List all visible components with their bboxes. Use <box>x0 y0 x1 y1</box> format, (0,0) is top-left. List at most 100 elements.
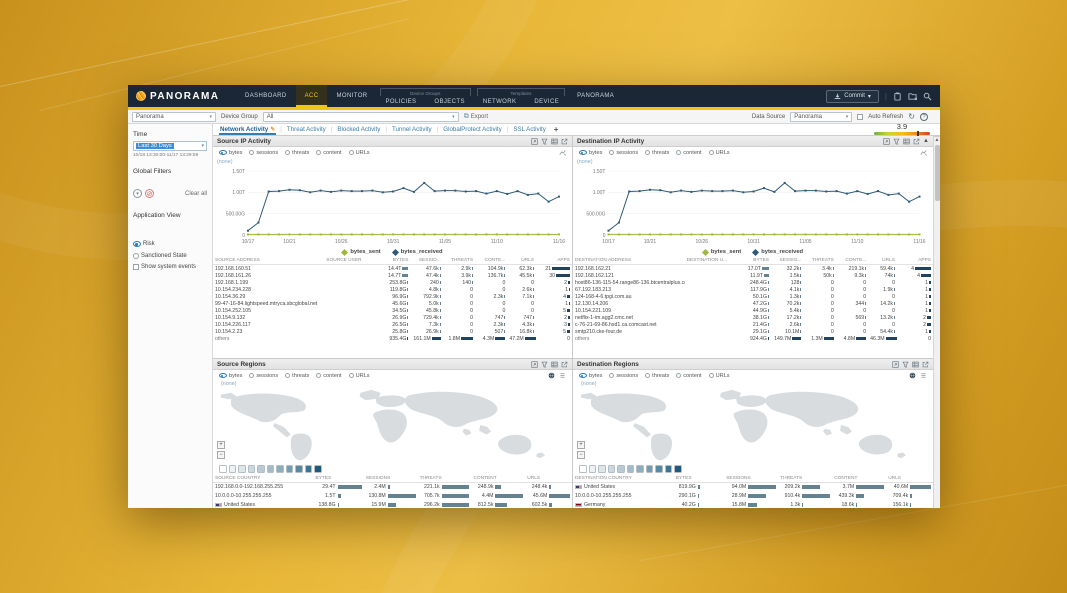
column-header-conte-[interactable]: CONTE... <box>835 257 869 265</box>
cell-address[interactable]: 192.168.161.26 <box>215 272 252 279</box>
context-select[interactable]: Panorama ▾ <box>132 111 216 122</box>
cell-address[interactable]: c-76-21-69-86.hsd1.ca.comcast.net <box>575 321 657 328</box>
list-view-icon[interactable] <box>559 372 566 379</box>
column-header-sessions[interactable]: SESSIONS <box>363 474 418 483</box>
cell-country[interactable]: United States <box>213 501 314 508</box>
chart-options-icon[interactable] <box>559 149 566 156</box>
metric-radio-threats[interactable]: threats <box>285 150 309 156</box>
column-header-destination-u-[interactable]: DESTINATION U... <box>684 257 732 265</box>
export-panel-icon[interactable] <box>913 138 920 145</box>
cell-country[interactable]: 10.0.0.0-10.255.255.255 <box>573 492 674 501</box>
column-header-apps[interactable]: APPS <box>896 257 933 265</box>
add-filter-icon[interactable]: ▾ <box>133 189 142 198</box>
cell-address[interactable]: others <box>575 335 590 342</box>
acc-tab-ssl-activity[interactable]: SSL Activity <box>512 124 546 135</box>
cell-address[interactable]: 10.154.234.228 <box>215 286 252 293</box>
cell-address[interactable]: host86-136-115-54.range86-136.btcentralp… <box>575 279 685 286</box>
table-view-icon[interactable] <box>551 138 558 145</box>
sanctioned-state-radio[interactable]: Sanctioned State <box>133 253 187 259</box>
metric-radio-threats[interactable]: threats <box>645 150 669 156</box>
metric-radio-bytes[interactable]: bytes <box>219 150 242 156</box>
zoom-out-button[interactable]: − <box>577 451 585 459</box>
risk-radio[interactable]: Risk <box>133 241 155 247</box>
metric-radio-sessions[interactable]: sessions <box>609 373 638 379</box>
nav-tab-acc[interactable]: ACC <box>295 85 328 107</box>
list-view-icon[interactable] <box>920 372 927 379</box>
maximize-icon[interactable] <box>892 360 899 368</box>
cell-address[interactable]: others <box>215 335 230 342</box>
maximize-icon[interactable] <box>531 360 538 368</box>
filter-icon[interactable] <box>893 138 900 145</box>
export-panel-icon[interactable] <box>922 361 929 368</box>
cell-address[interactable]: 10.154.252.105 <box>215 307 252 314</box>
column-header-threats[interactable]: THREATS <box>442 257 476 265</box>
metric-radio-urls[interactable]: URLs <box>708 150 730 156</box>
column-header-bytes[interactable]: BYTES <box>313 474 364 483</box>
globe-icon[interactable] <box>548 372 555 379</box>
scrollbar-thumb[interactable] <box>934 145 940 201</box>
cell-address[interactable]: 192.168.1.199 <box>215 279 249 286</box>
column-header-threats[interactable]: THREATS <box>803 257 836 265</box>
export-button[interactable]: ⧉ Export <box>464 113 488 121</box>
metric-radio-content[interactable]: content <box>316 150 342 156</box>
cell-address[interactable]: 99-47-16-84.lightspeed.mtryca.sbcglobal.… <box>215 300 318 307</box>
nav-tab-device[interactable]: DEVICE <box>534 98 560 105</box>
cell-address[interactable]: 192.168.160.51 <box>215 265 252 272</box>
edit-tab-icon[interactable]: ✎ <box>270 127 276 133</box>
cell-country[interactable]: 192.168.0.0-192.168.255.255 <box>213 482 314 492</box>
maximize-icon[interactable] <box>883 137 890 145</box>
column-header-conte-[interactable]: CONTE... <box>475 257 508 265</box>
cell-address[interactable]: 10.154.9.132 <box>215 314 246 321</box>
cell-address[interactable]: 67.192.183.213 <box>575 286 612 293</box>
column-header-threats[interactable]: THREATS <box>417 474 472 483</box>
table-view-icon[interactable] <box>903 138 910 145</box>
export-panel-icon[interactable] <box>561 361 568 368</box>
metric-radio-content[interactable]: content <box>676 373 702 379</box>
globe-icon[interactable] <box>909 372 916 379</box>
column-header-bytes[interactable]: BYTES <box>370 257 411 265</box>
column-header-urls[interactable]: URLS <box>507 257 537 265</box>
refresh-icon[interactable]: ↻ <box>908 111 915 121</box>
column-header-sessions[interactable]: SESSIONS <box>724 474 779 483</box>
cell-address[interactable]: smtp210.cke-four.de <box>575 328 623 335</box>
column-header-content[interactable]: CONTENT <box>471 474 526 483</box>
cell-address[interactable]: 124-168-4-6.tpgi.com.au <box>575 293 632 300</box>
column-header-bytes[interactable]: BYTES <box>673 474 725 483</box>
column-header-source-address[interactable]: SOURCE ADDRESS <box>213 257 325 265</box>
metric-radio-threats[interactable]: threats <box>645 373 669 379</box>
metric-radio-urls[interactable]: URLs <box>708 373 730 379</box>
vertical-scrollbar[interactable]: ▲ <box>933 137 940 508</box>
column-header-urls[interactable]: URLS <box>868 257 897 265</box>
tasks-icon[interactable] <box>893 91 902 101</box>
column-header-threats[interactable]: THREATS <box>778 474 833 483</box>
device-group-select[interactable]: All ▾ <box>262 111 459 122</box>
metric-radio-sessions[interactable]: sessions <box>249 373 278 379</box>
acc-tab-threat-activity[interactable]: Threat Activity <box>286 124 327 135</box>
nav-tab-dashboard[interactable]: DASHBOARD <box>245 93 287 99</box>
chart-options-icon[interactable] <box>920 149 927 156</box>
collapse-icon[interactable]: ▲ <box>923 138 929 144</box>
nav-tab-policies[interactable]: POLICIES <box>385 98 417 105</box>
metric-radio-sessions[interactable]: sessions <box>609 150 638 156</box>
zoom-out-button[interactable]: − <box>217 451 225 459</box>
column-header-destination-address[interactable]: DESTINATION ADDRESS <box>573 257 685 265</box>
acc-tab-tunnel-activity[interactable]: Tunnel Activity <box>391 124 433 135</box>
cell-address[interactable]: 10.154.226.117 <box>215 321 251 328</box>
acc-tab-network-activity[interactable]: Network Activity ✎ <box>219 124 276 135</box>
metric-radio-bytes[interactable]: bytes <box>579 150 602 156</box>
table-view-icon[interactable] <box>551 361 558 368</box>
column-header-sessio-[interactable]: SESSIO... <box>410 257 443 265</box>
maximize-icon[interactable] <box>531 137 538 145</box>
column-header-content[interactable]: CONTENT <box>832 474 887 483</box>
metric-radio-sessions[interactable]: sessions <box>249 150 278 156</box>
metric-radio-urls[interactable]: URLs <box>348 373 370 379</box>
cell-address[interactable]: 192.168.162.121 <box>575 272 614 279</box>
cell-address[interactable]: 10.154.2.23 <box>215 328 243 335</box>
filter-icon[interactable] <box>541 361 548 368</box>
world-map[interactable] <box>213 387 572 463</box>
filter-icon[interactable] <box>902 361 909 368</box>
save-icon[interactable] <box>908 92 917 101</box>
data-source-select[interactable]: Panorama ▾ <box>790 111 853 122</box>
cell-address[interactable]: netflix-1-im.agg2.cmc.net <box>575 314 633 321</box>
column-header-apps[interactable]: APPS <box>536 257 572 265</box>
